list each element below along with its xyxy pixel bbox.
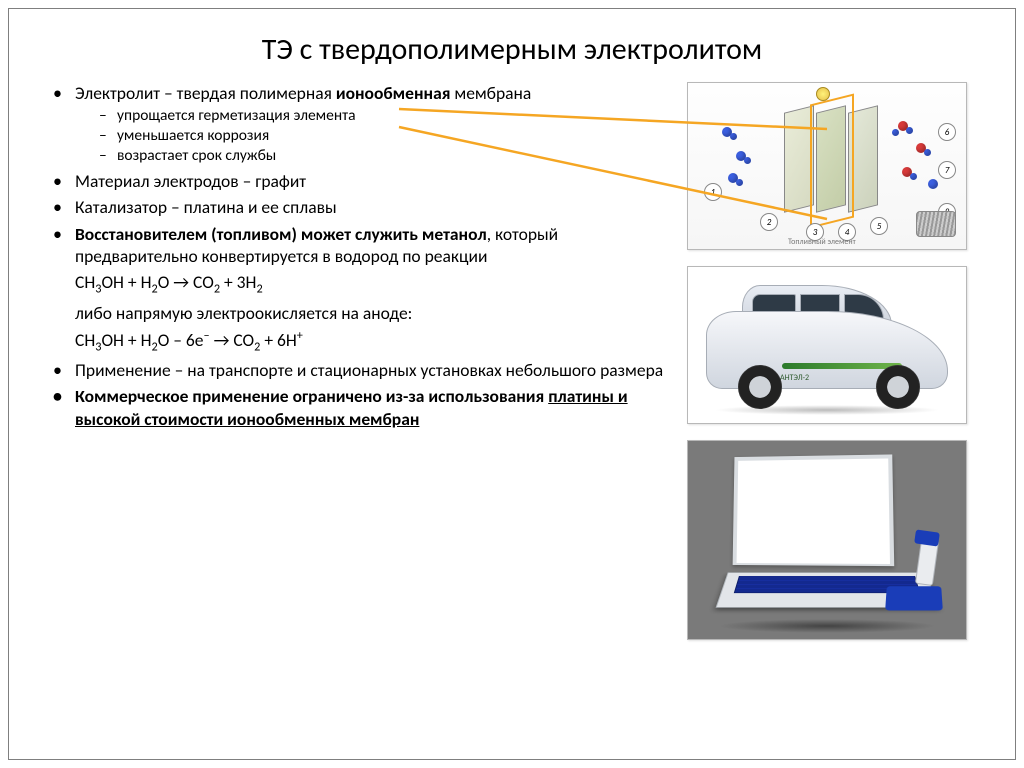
slide-title: ТЭ с твердополимерным электролитом: [9, 9, 1015, 82]
bullet-electrodes: Материал электродов – графит: [53, 170, 675, 192]
car-wheel: [876, 365, 920, 409]
molecule-icon: [744, 157, 751, 164]
molecule-icon: [892, 129, 899, 136]
plate-membrane: [816, 105, 846, 212]
plate-cathode: [848, 105, 878, 212]
text: Электролит – твердая полимерная: [75, 82, 336, 104]
molecule-icon: [736, 179, 743, 186]
car-badge: АНТЭЛ-2: [780, 373, 809, 383]
content-columns: Электролит – твердая полимерная ионообме…: [9, 82, 1015, 640]
bulb-icon: [816, 87, 830, 101]
text-column: Электролит – твердая полимерная ионообме…: [53, 82, 675, 640]
molecule-icon: [906, 127, 913, 134]
callout-circle: 6: [938, 123, 956, 141]
callout-circle: 7: [938, 161, 956, 179]
car-stripe: [782, 363, 902, 369]
bullet-list: Электролит – твердая полимерная ионообме…: [53, 82, 675, 430]
bullet-commercial: Коммерческое применение ограничено из-за…: [53, 385, 675, 430]
sub-bullet: упрощается герметизация элемента: [99, 106, 675, 126]
plate-anode: [784, 105, 814, 212]
callout-circle: 5: [870, 217, 888, 235]
fuelcell-wrap: 1 2 3 4 5 6 7 8 Топливный элемент: [688, 83, 966, 249]
text: мембрана: [450, 82, 531, 104]
molecule-icon: [928, 179, 938, 189]
figure-car: АНТЭЛ-2: [687, 266, 967, 424]
callout-circle: 2: [760, 213, 778, 231]
molecule-icon: [910, 173, 917, 180]
coil-icon: [916, 211, 956, 237]
text-bold: Восстановителем (топливом) может служить…: [75, 223, 487, 245]
bullet-fuel: Восстановителем (топливом) может служить…: [53, 223, 675, 268]
molecule-icon: [924, 149, 931, 156]
car-wrap: АНТЭЛ-2: [688, 267, 966, 423]
laptop-screen: [733, 454, 895, 566]
figure-fuelcell-diagram: 1 2 3 4 5 6 7 8 Топливный элемент: [687, 82, 967, 250]
shadow: [718, 619, 936, 633]
equation-2: CH3OH + H2O – 6e– → CO2 + 6H+: [53, 328, 675, 355]
molecule-icon: [730, 133, 737, 140]
text-bold: ионообменная: [336, 82, 451, 104]
car-wheel: [738, 365, 782, 409]
sublist: упрощается герметизация элемента уменьша…: [75, 106, 675, 165]
laptop-wrap: [688, 441, 966, 639]
bullet-application: Применение – на транспорте и стационарны…: [53, 359, 675, 381]
figure-label: Топливный элемент: [788, 237, 856, 247]
bullet-catalyst: Катализатор – платина и ее сплавы: [53, 196, 675, 218]
figure-column: 1 2 3 4 5 6 7 8 Топливный элемент: [687, 82, 987, 640]
sub-bullet: возрастает срок службы: [99, 146, 675, 166]
text: Коммерческое применение ограничено из-за…: [75, 385, 548, 407]
fuel-cartridge-cap: [914, 529, 940, 546]
sub-bullet: уменьшается коррозия: [99, 126, 675, 146]
figure-laptop: [687, 440, 967, 640]
callout-circle: 1: [704, 183, 722, 201]
anode-line: либо напрямую электроокисляется на аноде…: [53, 302, 675, 324]
laptop-dock: [885, 586, 943, 610]
bullet-electrolyte: Электролит – твердая полимерная ионообме…: [53, 82, 675, 166]
slide-frame: ТЭ с твердополимерным электролитом Элект…: [8, 8, 1016, 760]
equation-1: CH3OH + H2O → CO2 + 3H2: [53, 271, 675, 297]
